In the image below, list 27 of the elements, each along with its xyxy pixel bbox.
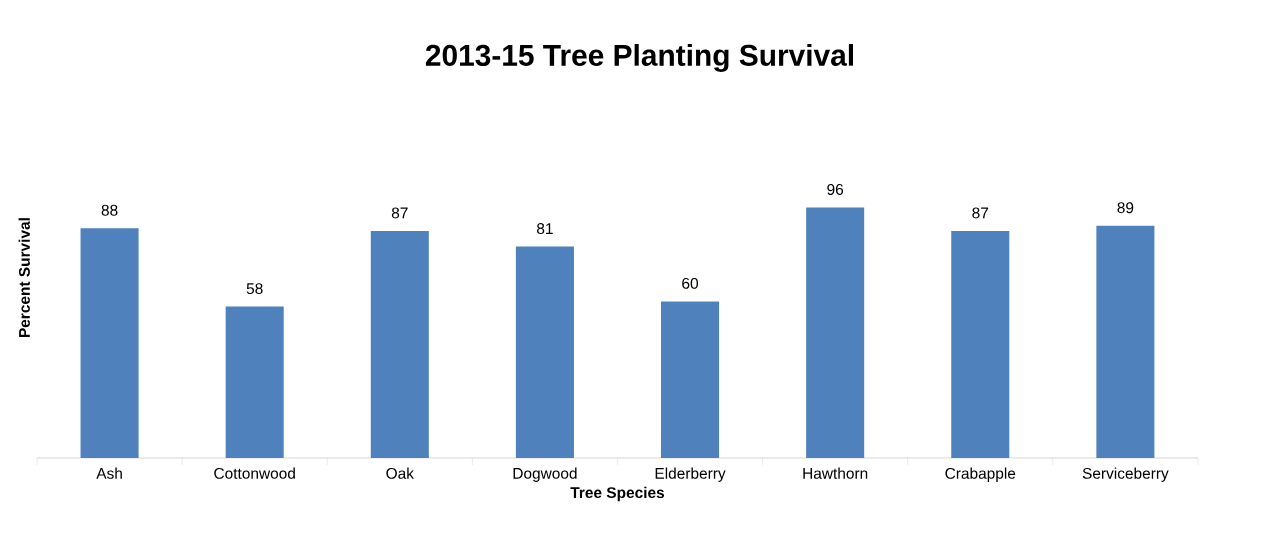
chart-title: 2013-15 Tree Planting Survival — [425, 43, 853, 72]
data-label: 89 — [1117, 202, 1134, 214]
x-tick-label: Oak — [386, 467, 414, 479]
x-tick-label: Ash — [96, 467, 122, 479]
data-label: 96 — [827, 183, 844, 195]
bar — [80, 228, 139, 458]
data-label: 58 — [246, 283, 263, 295]
data-label: 81 — [537, 223, 553, 235]
y-axis-title: Percent Survival — [18, 218, 30, 338]
bar — [515, 246, 574, 458]
bar — [661, 301, 720, 458]
data-label: 88 — [101, 204, 118, 216]
x-tick-label: Dogwood — [513, 467, 577, 482]
bar — [806, 207, 865, 458]
data-label: 87 — [972, 207, 989, 219]
x-axis-title: Tree Species — [570, 486, 665, 502]
bar — [951, 230, 1010, 458]
x-tick-label: Elderberry — [655, 467, 726, 482]
x-tick-label: Cottonwood — [214, 467, 295, 479]
x-tick-label: Serviceberry — [1082, 467, 1169, 482]
data-label: 60 — [682, 277, 699, 289]
x-tick-label: Hawthorn — [803, 467, 868, 479]
bar — [370, 230, 429, 458]
data-label: 87 — [391, 207, 408, 219]
bar — [1096, 225, 1155, 458]
x-tick-label: Crabapple — [945, 467, 1016, 482]
bar — [225, 306, 284, 458]
